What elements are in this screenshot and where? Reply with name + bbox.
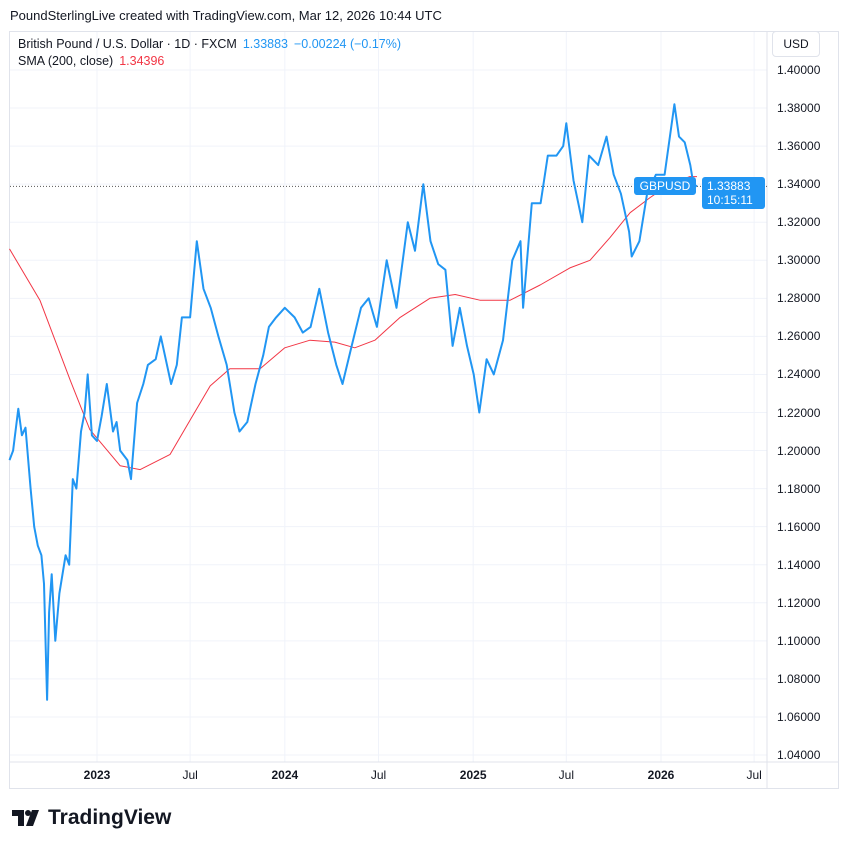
- time-tick-label: Jul: [370, 768, 387, 782]
- price-tick-label: 1.26000: [777, 329, 821, 344]
- tradingview-logo-text: TradingView: [48, 806, 172, 829]
- time-tick-label: 2023: [83, 768, 111, 782]
- price-tick-label: 1.22000: [777, 405, 821, 420]
- price-tick-label: 1.30000: [777, 253, 821, 268]
- price-tick-label: 1.12000: [777, 595, 821, 610]
- time-tick-label: Jul: [558, 768, 574, 782]
- sma-line[interactable]: [9, 176, 698, 471]
- price-tick-label: 1.18000: [777, 481, 821, 496]
- price-tick-label: 1.38000: [777, 101, 821, 116]
- tradingview-logo[interactable]: TradingView: [12, 806, 171, 830]
- price-tick-label: 1.08000: [777, 671, 821, 686]
- symbol-label: GBPUSD: [634, 177, 696, 196]
- indicator-title[interactable]: SMA (200, close): [18, 54, 114, 68]
- time-tick-label: 2025: [459, 768, 487, 782]
- bar-countdown: 10:15:11: [707, 193, 753, 208]
- price-tick-label: 1.20000: [777, 443, 821, 458]
- time-tick-label: Jul: [746, 768, 762, 782]
- last-price: 1.33883: [242, 37, 288, 51]
- price-tick-label: 1.34000: [777, 177, 821, 192]
- price-tick-label: 1.06000: [777, 709, 821, 724]
- price-tick-label: 1.10000: [777, 633, 821, 648]
- legend-row-sma: SMA (200, close) 1.34396: [18, 53, 401, 70]
- chart-legend: British Pound / U.S. Dollar · 1D · FXCM 1…: [18, 36, 401, 70]
- chart-frame: [9, 31, 839, 789]
- price-tick-label: 1.14000: [777, 557, 821, 572]
- chart-credit: PoundSterlingLive created with TradingVi…: [10, 8, 442, 23]
- price-tick-label: 1.24000: [777, 367, 821, 382]
- last-price-label: 1.33883 10:15:11: [702, 177, 765, 210]
- time-tick-label: 2024: [271, 768, 299, 782]
- time-tick-label: 2026: [647, 768, 675, 782]
- grid: [10, 32, 767, 762]
- indicator-value: 1.34396: [119, 54, 165, 68]
- price-tick-label: 1.28000: [777, 291, 821, 306]
- instrument-title[interactable]: British Pound / U.S. Dollar · 1D · FXCM: [18, 37, 237, 51]
- tradingview-logo-icon: [12, 810, 39, 826]
- legend-row-instrument: British Pound / U.S. Dollar · 1D · FXCM 1…: [18, 36, 401, 53]
- price-line[interactable]: [8, 103, 698, 701]
- time-tick-label: Jul: [182, 768, 198, 782]
- price-tick-label: 1.16000: [777, 519, 821, 534]
- price-tick-label: 1.36000: [777, 139, 821, 154]
- price-tick-label: 1.04000: [777, 748, 821, 762]
- currency-button[interactable]: USD: [772, 31, 820, 57]
- price-tick-label: 1.32000: [777, 215, 821, 230]
- last-price-value: 1.33883: [707, 179, 751, 194]
- price-tick-label: 1.40000: [777, 63, 821, 77]
- price-change: −0.00224 (−0.17%): [294, 37, 402, 51]
